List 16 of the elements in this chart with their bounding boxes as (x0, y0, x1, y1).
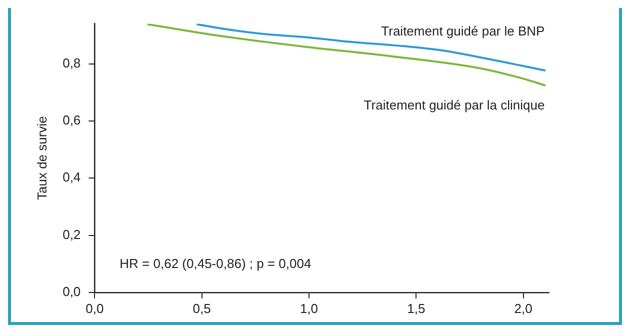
y-tick-label: 0,8 (62, 55, 81, 70)
y-tick-label: 0,6 (62, 112, 81, 128)
line-series (196, 24, 546, 72)
annotation: HR = 0,62 (0,45-0,86) ; p = 0,004 (120, 256, 312, 271)
y-tick-label: 0,2 (62, 226, 81, 242)
x-tick-label: 2,0 (514, 300, 532, 316)
y-tick-label: 0,4 (62, 170, 81, 185)
x-tick-label: 1,0 (300, 300, 318, 316)
x-tick-label: 0,5 (192, 300, 211, 316)
x-tick-label: 1,5 (407, 300, 426, 316)
series-label: Traitement guidé par la clinique (364, 97, 545, 112)
series-label: Traitement guidé par le BNP (381, 23, 545, 38)
x-tick-label: 0,0 (86, 300, 104, 316)
line-series (147, 24, 546, 86)
y-axis-title: Taux de survie (34, 116, 50, 200)
y-tick-label: 0,0 (62, 284, 81, 299)
